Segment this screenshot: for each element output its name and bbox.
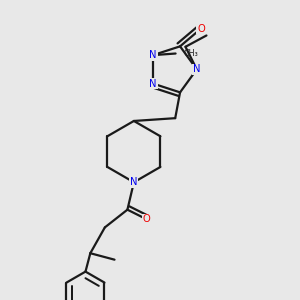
Text: O: O — [143, 214, 151, 224]
Text: N: N — [193, 64, 200, 74]
Text: N: N — [149, 50, 157, 60]
Text: N: N — [149, 79, 157, 88]
Text: N: N — [130, 177, 138, 187]
Text: O: O — [197, 24, 205, 34]
Text: CH₃: CH₃ — [184, 49, 198, 58]
